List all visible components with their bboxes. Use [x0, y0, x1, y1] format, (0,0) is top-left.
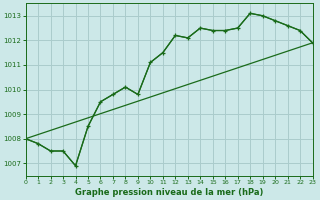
X-axis label: Graphe pression niveau de la mer (hPa): Graphe pression niveau de la mer (hPa): [75, 188, 263, 197]
